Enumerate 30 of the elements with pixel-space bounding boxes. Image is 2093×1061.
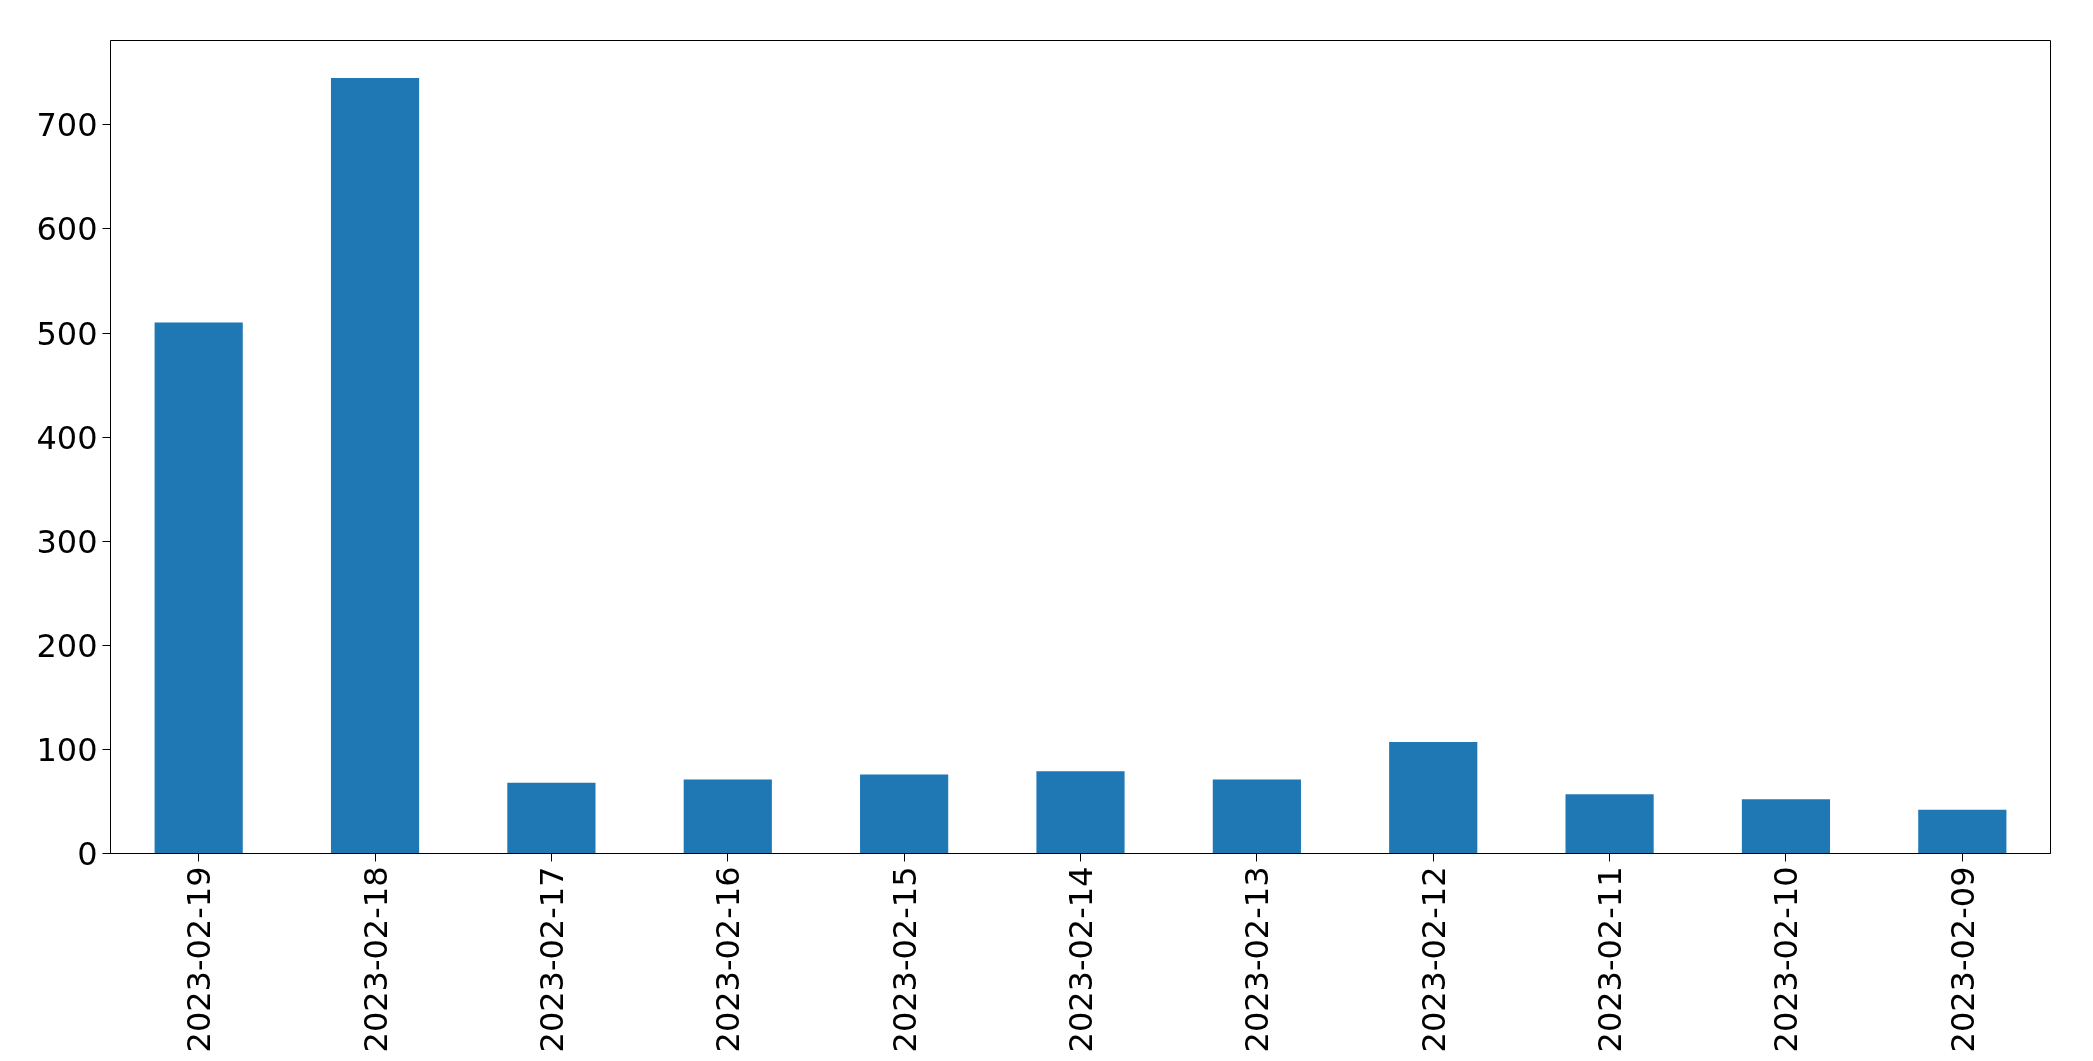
bar — [330, 77, 420, 854]
y-tick-label: 200 — [36, 626, 98, 665]
bar — [860, 774, 949, 854]
y-tick-label: 400 — [36, 418, 98, 457]
y-tick-label: 0 — [77, 835, 98, 873]
x-tick-label: 2023-02-14 — [1062, 866, 1100, 1053]
x-tick-label: 2023-02-13 — [1238, 866, 1277, 1053]
x-tick-label: 2023-02-10 — [1767, 866, 1806, 1053]
bar — [1565, 794, 1654, 854]
bar — [154, 322, 243, 854]
x-tick-label: 2023-02-19 — [180, 866, 219, 1053]
bar — [683, 779, 772, 854]
x-tick-label: 2023-02-18 — [356, 866, 395, 1053]
bar — [1212, 779, 1301, 854]
bar — [1036, 771, 1125, 854]
y-tick-label: 700 — [36, 106, 98, 145]
x-tick-label: 2023-02-15 — [885, 866, 924, 1053]
bar — [507, 782, 596, 854]
x-tick-label: 2023-02-16 — [709, 866, 748, 1053]
y-tick-label: 100 — [36, 730, 98, 769]
x-tick-label: 2023-02-12 — [1414, 866, 1453, 1053]
x-tick-label: 2023-02-11 — [1591, 866, 1630, 1053]
y-tick-label: 300 — [36, 522, 98, 561]
bar — [1389, 742, 1478, 854]
bar — [1918, 809, 2007, 854]
y-tick-label: 500 — [36, 314, 98, 353]
y-tick-label: 600 — [36, 210, 98, 249]
bar — [1741, 799, 1831, 854]
x-tick-label: 2023-02-17 — [532, 866, 571, 1053]
x-tick-label: 2023-02-09 — [1943, 866, 1982, 1053]
